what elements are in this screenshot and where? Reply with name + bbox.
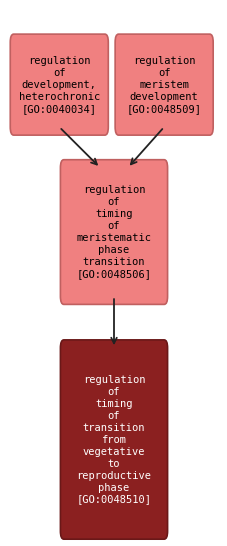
FancyBboxPatch shape — [60, 340, 167, 539]
FancyBboxPatch shape — [10, 34, 108, 135]
Text: regulation
of
meristem
development
[GO:0048509]: regulation of meristem development [GO:0… — [126, 56, 201, 114]
FancyBboxPatch shape — [60, 159, 167, 305]
FancyBboxPatch shape — [115, 34, 212, 135]
Text: regulation
of
development,
heterochronic
[GO:0040034]: regulation of development, heterochronic… — [19, 56, 99, 114]
Text: regulation
of
timing
of
meristematic
phase
transition
[GO:0048506]: regulation of timing of meristematic pha… — [76, 185, 151, 279]
Text: regulation
of
timing
of
transition
from
vegetative
to
reproductive
phase
[GO:004: regulation of timing of transition from … — [76, 375, 151, 505]
